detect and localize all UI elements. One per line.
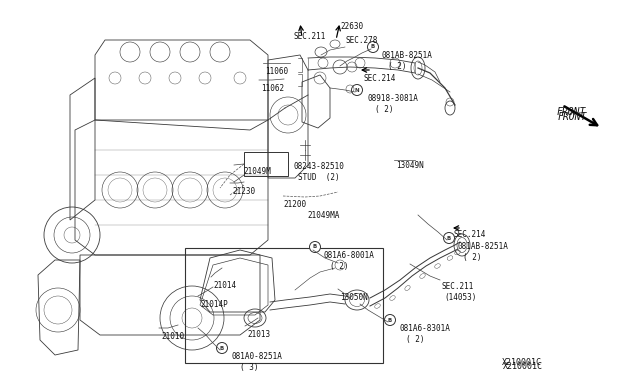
Text: (14053): (14053) [444, 293, 476, 302]
Text: 21200: 21200 [283, 200, 306, 209]
Text: STUD  (2): STUD (2) [298, 173, 340, 182]
Text: 21049MA: 21049MA [307, 211, 339, 220]
Text: B: B [371, 45, 375, 49]
Text: ( 2): ( 2) [406, 335, 424, 344]
Text: B: B [388, 317, 392, 323]
Text: X210001C: X210001C [502, 358, 542, 367]
Text: 081AB-8251A: 081AB-8251A [382, 51, 433, 60]
Text: N: N [355, 87, 359, 93]
Text: 21013: 21013 [247, 330, 270, 339]
Text: 13049N: 13049N [396, 161, 424, 170]
Text: ( 2): ( 2) [330, 262, 349, 271]
Circle shape [310, 241, 321, 253]
Circle shape [351, 84, 362, 96]
Circle shape [216, 343, 227, 353]
Text: FRONT: FRONT [558, 112, 588, 122]
Text: B: B [220, 346, 224, 350]
Text: SEC.211: SEC.211 [293, 32, 325, 41]
Text: ( 2): ( 2) [463, 253, 481, 262]
Text: 081AB-8251A: 081AB-8251A [458, 242, 509, 251]
Circle shape [367, 42, 378, 52]
Text: 081A6-8001A: 081A6-8001A [324, 251, 375, 260]
Text: SEC.214: SEC.214 [364, 74, 396, 83]
Text: 21014: 21014 [213, 281, 236, 290]
Text: SEC.214: SEC.214 [454, 230, 486, 239]
Text: 22630: 22630 [340, 22, 363, 31]
Text: 081A6-8301A: 081A6-8301A [399, 324, 450, 333]
Bar [185, 248, 383, 363]
Text: 21014P: 21014P [200, 300, 228, 309]
Text: 081A0-8251A: 081A0-8251A [231, 352, 282, 361]
Text: 13050N: 13050N [340, 293, 368, 302]
Bar [244, 152, 288, 176]
Text: ( 2): ( 2) [375, 105, 394, 114]
Circle shape [385, 314, 396, 326]
Text: 11062: 11062 [261, 84, 284, 93]
Text: B: B [313, 244, 317, 250]
Text: 08243-82510: 08243-82510 [293, 162, 344, 171]
Text: SEC.278: SEC.278 [345, 36, 378, 45]
Text: 11060: 11060 [265, 67, 288, 76]
Text: B: B [447, 235, 451, 241]
Circle shape [444, 232, 454, 244]
Text: FRONT: FRONT [557, 107, 586, 117]
Text: SEC.211: SEC.211 [442, 282, 474, 291]
Text: 21049M: 21049M [243, 167, 271, 176]
Text: 21010: 21010 [161, 332, 184, 341]
Text: ( 3): ( 3) [240, 363, 259, 372]
Text: ( 2): ( 2) [388, 62, 406, 71]
Text: X210001C: X210001C [503, 362, 543, 371]
Text: 21230: 21230 [232, 187, 255, 196]
Text: 08918-3081A: 08918-3081A [367, 94, 418, 103]
